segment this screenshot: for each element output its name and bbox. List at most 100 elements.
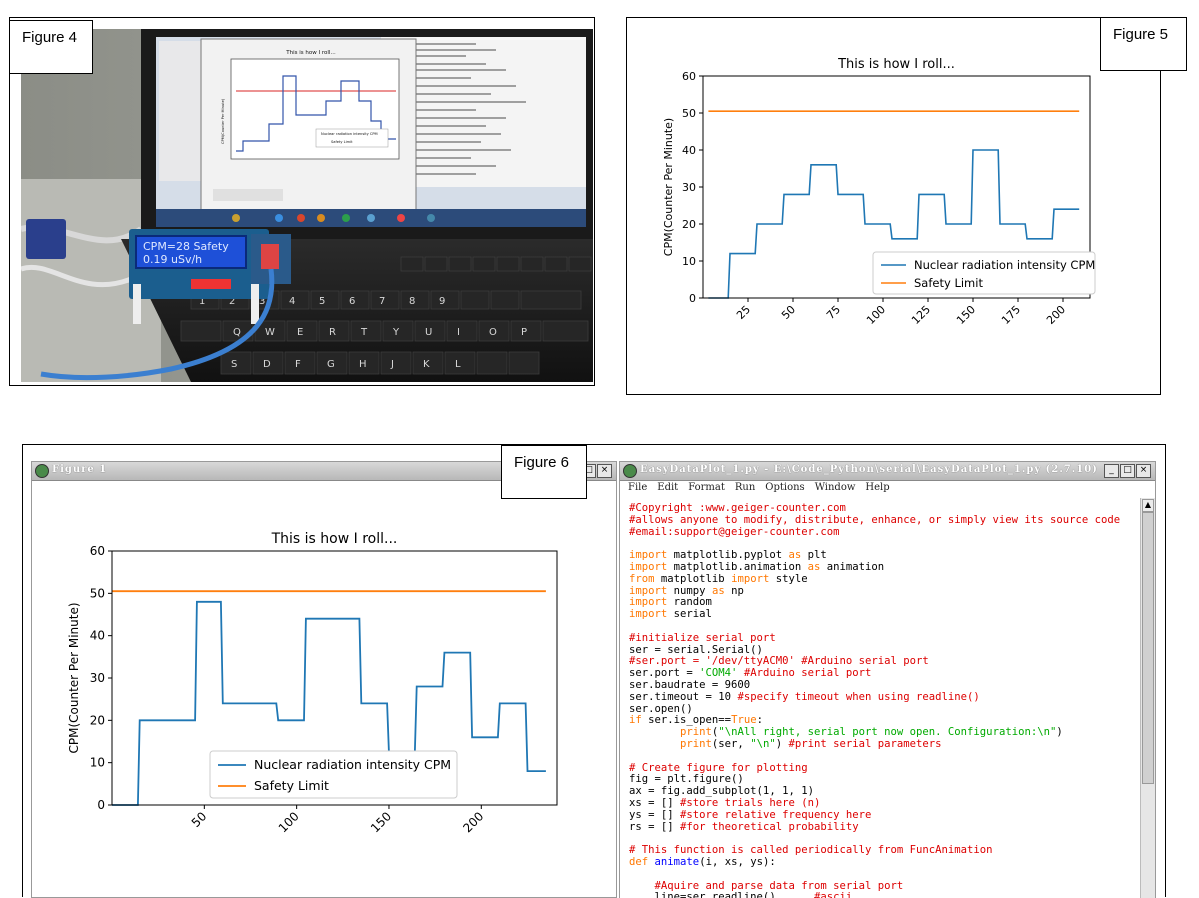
editor-scrollbar[interactable]: ▲ xyxy=(1140,498,1155,898)
code-token: #allows anyone to modify, distribute, en… xyxy=(629,513,1121,526)
code-token: True xyxy=(731,714,757,727)
menu-help[interactable]: Help xyxy=(865,482,890,493)
python-feather-icon xyxy=(35,464,49,478)
x-tick-label: 50 xyxy=(779,303,798,322)
editor-titlebar[interactable]: EasyDataPlot_1.py - E:\Code_Python\seria… xyxy=(620,462,1155,481)
cpm-series-line xyxy=(708,149,1080,299)
key-y: Y xyxy=(392,327,400,338)
y-axis-label: CPM(Counter Per Minute) xyxy=(662,118,675,256)
code-token: plt xyxy=(801,549,827,562)
figure6-panel: Figure 1 _ □ × This is how I roll... CPM(… xyxy=(22,444,1166,898)
close-button[interactable]: × xyxy=(597,464,612,478)
key-3: 3 xyxy=(259,296,265,307)
screen-plot-legend-1: Nuclear radiation intensity CPM xyxy=(321,132,378,136)
key-r: R xyxy=(329,327,336,338)
scrollbar-thumb[interactable] xyxy=(1142,512,1154,784)
code-token: ser.is_open== xyxy=(641,714,732,727)
key-k: K xyxy=(423,359,430,370)
key-h: H xyxy=(359,359,367,370)
key-q: Q xyxy=(233,327,241,338)
y-tick-label: 20 xyxy=(682,218,696,231)
code-token: 'COM4' xyxy=(699,667,738,680)
code-token: serial xyxy=(667,608,712,621)
menu-window[interactable]: Window xyxy=(814,482,856,493)
key-p: P xyxy=(521,327,527,338)
code-token: ser.port = xyxy=(629,667,700,680)
maximize-button[interactable]: □ xyxy=(1120,464,1135,478)
legend-entry: Safety Limit xyxy=(914,276,983,290)
figure-window-title: Figure 1 xyxy=(52,464,108,475)
key-l: L xyxy=(455,359,461,370)
close-button[interactable]: × xyxy=(1136,464,1151,478)
code-token: #store relative frequency here xyxy=(680,808,872,821)
code-token: ser.baudrate = 9600 xyxy=(629,678,751,691)
chart-title: This is how I roll... xyxy=(837,57,955,72)
screen-plot-legend-2: Safety Limit xyxy=(331,140,353,144)
menu-format[interactable]: Format xyxy=(688,482,725,493)
code-token: print xyxy=(680,726,712,739)
x-tick-label: 75 xyxy=(824,303,843,322)
code-token: ) xyxy=(775,737,789,750)
legend-box xyxy=(209,750,458,799)
x-tick-label: 25 xyxy=(734,303,753,322)
key-2: 2 xyxy=(229,296,235,307)
code-line: print("\nAll right, serial port now open… xyxy=(629,726,1139,739)
y-tick-label: 0 xyxy=(97,798,105,812)
code-token: #specify timeout when using readline() xyxy=(737,690,980,703)
code-token: if xyxy=(629,714,642,727)
python-feather-icon xyxy=(623,464,637,478)
code-token: #print serial parameters xyxy=(788,737,942,750)
code-token: fig = plt.figure() xyxy=(629,773,744,786)
y-tick-label: 60 xyxy=(90,544,105,558)
code-line: if ser.is_open==True: xyxy=(629,714,1139,727)
code-line: # Create figure for plotting xyxy=(629,762,1139,775)
screen-plot-title: This is how I roll... xyxy=(285,50,336,56)
figure-window: Figure 1 _ □ × This is how I roll...CPM(… xyxy=(31,461,617,898)
key-9: 9 xyxy=(439,296,445,307)
y-tick-label: 10 xyxy=(90,756,105,770)
x-tick-label: 100 xyxy=(276,809,302,835)
code-token: print xyxy=(680,737,712,750)
code-token: random xyxy=(667,596,712,609)
code-token: import xyxy=(731,572,770,585)
minimize-button[interactable]: _ xyxy=(1104,464,1119,478)
code-token: matplotlib xyxy=(654,572,732,585)
code-token: from xyxy=(629,572,655,585)
code-token: #initialize serial port xyxy=(629,631,776,644)
code-token: np xyxy=(724,584,744,597)
y-tick-label: 30 xyxy=(90,671,105,685)
menu-run[interactable]: Run xyxy=(734,482,756,493)
code-token xyxy=(629,726,680,738)
code-line: #email:support@geiger-counter.com xyxy=(629,526,1139,539)
legend-entry: Safety Limit xyxy=(254,778,329,793)
code-line: import serial xyxy=(629,608,1139,621)
key-o: O xyxy=(489,327,497,338)
figure4-label: Figure 4 xyxy=(9,20,93,74)
scroll-up-arrow-icon[interactable]: ▲ xyxy=(1142,499,1154,512)
menu-options[interactable]: Options xyxy=(765,482,805,493)
menu-edit[interactable]: Edit xyxy=(657,482,679,493)
legend-entry: Nuclear radiation intensity CPM xyxy=(254,757,451,772)
cpm-series-line xyxy=(112,600,546,806)
y-tick-label: 50 xyxy=(682,107,696,120)
key-i: I xyxy=(457,327,460,338)
code-token: ser.open() xyxy=(629,702,693,715)
key-f: F xyxy=(295,359,301,370)
figure5-label: Figure 5 xyxy=(1100,17,1187,71)
code-token: animate xyxy=(654,855,700,868)
code-editor[interactable]: #Copyright :www.geiger-counter.com #allow… xyxy=(629,503,1139,898)
plot-frame xyxy=(702,75,1091,299)
laptop-photo: This is how I roll... Nuclear radiation … xyxy=(21,29,593,382)
code-line: xs = [] #store trials here (n) xyxy=(629,797,1139,810)
key-s: S xyxy=(231,359,237,370)
code-token: as xyxy=(711,584,725,597)
code-token: import xyxy=(629,596,668,609)
code-line: rs = [] #for theoretical probability xyxy=(629,820,1139,834)
menu-file[interactable]: File xyxy=(628,482,648,493)
code-token: rs = [] xyxy=(629,820,681,833)
code-line: import random xyxy=(629,596,1139,609)
editor-title: EasyDataPlot_1.py - E:\Code_Python\seria… xyxy=(640,464,1098,475)
key-5: 5 xyxy=(319,296,325,307)
code-line: ser.port = 'COM4' #Arduino serial port xyxy=(629,667,1139,680)
code-token: #Copyright :www.geiger-counter.com xyxy=(629,503,846,514)
